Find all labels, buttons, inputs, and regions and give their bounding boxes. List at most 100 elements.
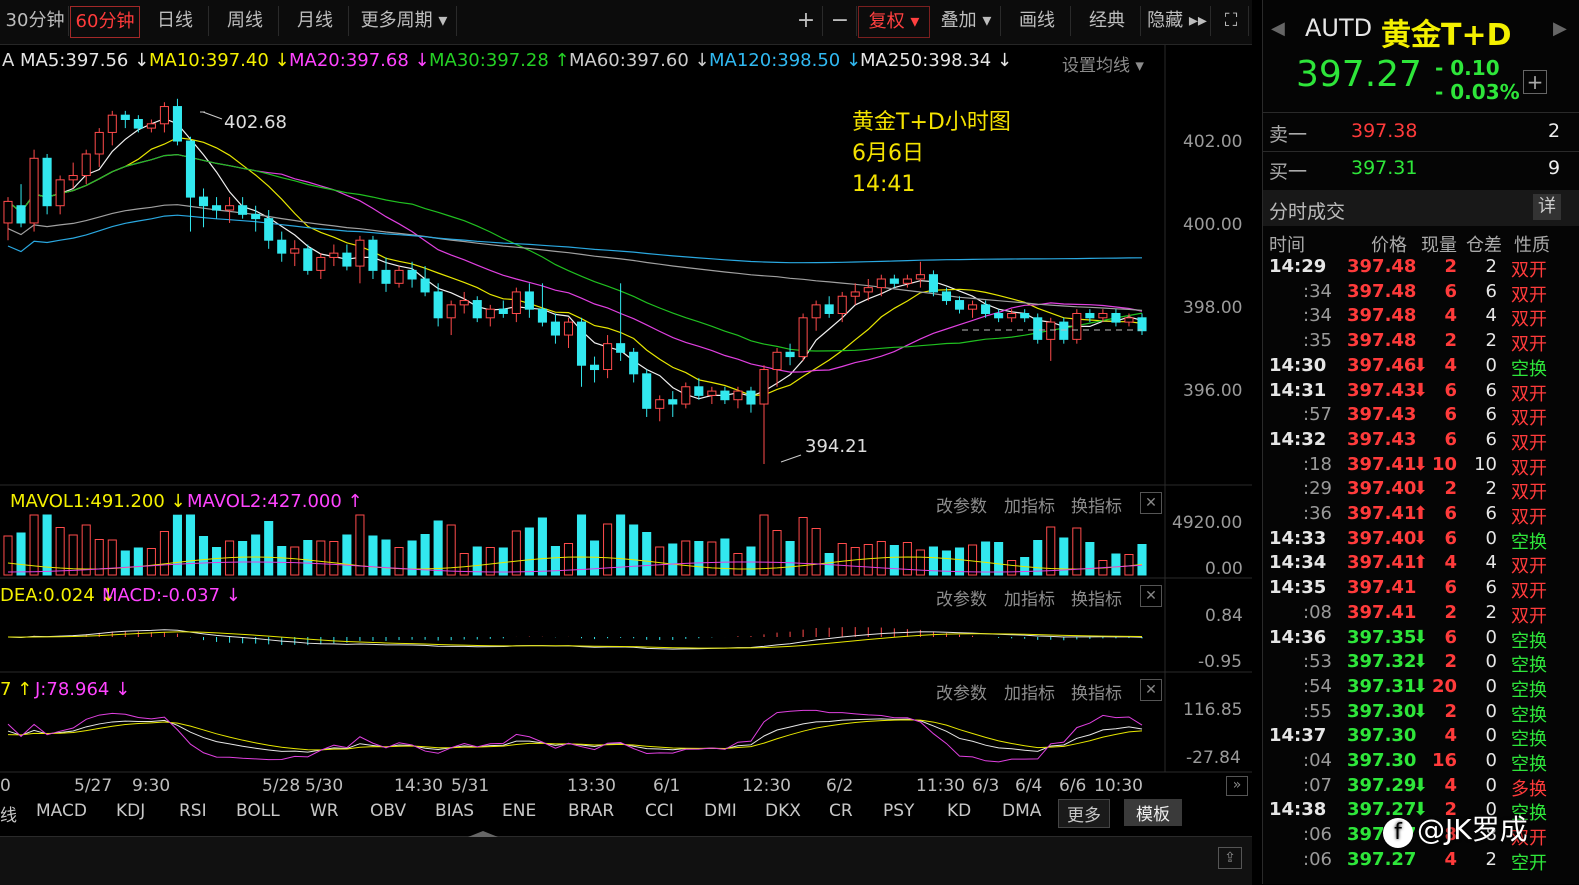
period-month-button[interactable]: 月线 xyxy=(282,6,349,36)
trade-price: 397.43 xyxy=(1347,404,1417,426)
tab-obv[interactable]: OBV xyxy=(370,801,407,821)
candle xyxy=(889,274,899,288)
col-oi: 仓差 xyxy=(1466,235,1502,256)
ma20-label: MA20:397.68 ↓ xyxy=(289,50,430,71)
ma250-label: MA250:398.34 ↓ xyxy=(860,50,1013,71)
volume-bar xyxy=(1085,542,1095,576)
tab-macd[interactable]: MACD xyxy=(36,801,87,821)
candle xyxy=(563,317,574,348)
hide-button[interactable]: 隐藏 ▸▸ xyxy=(1144,6,1211,36)
candle xyxy=(798,313,808,361)
volume-bar xyxy=(681,540,691,576)
candle xyxy=(277,231,287,262)
tab-boll[interactable]: BOLL xyxy=(236,801,280,821)
tab-psy[interactable]: PSY xyxy=(883,801,915,821)
tab-dma[interactable]: DMA xyxy=(1002,801,1042,821)
trade-time: 14:35 xyxy=(1269,577,1327,599)
volume-bar xyxy=(550,546,560,576)
add-indicator-button[interactable]: 加指标 xyxy=(1004,497,1055,517)
candle xyxy=(290,240,300,267)
trade-qty: 4 xyxy=(1444,725,1457,747)
draw-line-button[interactable]: 画线 xyxy=(1004,6,1071,36)
tab-cci[interactable]: CCI xyxy=(645,801,674,821)
volume-bar xyxy=(68,534,78,576)
candle xyxy=(590,356,600,383)
tab-line[interactable]: 线 xyxy=(0,806,17,826)
trades-detail-button[interactable]: 详 xyxy=(1533,194,1561,220)
period-day-button[interactable]: 日线 xyxy=(142,6,209,36)
trade-row: :34 397.48 4 4 双开 xyxy=(1263,305,1579,330)
splitter-handle-icon[interactable] xyxy=(468,831,498,837)
close-pane-icon[interactable]: ✕ xyxy=(1140,679,1162,701)
trade-oi: 4 xyxy=(1485,552,1497,574)
volume-bar xyxy=(3,535,13,576)
tab-kd[interactable]: KD xyxy=(947,801,972,821)
volume-bar xyxy=(954,547,965,576)
zoom-in-button[interactable]: + xyxy=(790,6,823,36)
tab-rsi[interactable]: RSI xyxy=(179,801,207,821)
tab-dmi[interactable]: DMI xyxy=(704,801,737,821)
add-indicator-button[interactable]: 加指标 xyxy=(1004,684,1055,704)
tab-bias[interactable]: BIAS xyxy=(435,801,475,821)
volume-bar xyxy=(368,535,378,576)
candle xyxy=(537,283,547,327)
trade-row: :57 397.43 6 6 双开 xyxy=(1263,404,1579,429)
trade-oi: 8 xyxy=(1485,824,1497,846)
add-indicator-button[interactable]: 加指标 xyxy=(1004,590,1055,610)
tab-cr[interactable]: CR xyxy=(829,801,853,821)
volume-bar xyxy=(941,550,952,576)
switch-indicator-button[interactable]: 换指标 xyxy=(1071,497,1122,517)
tab-dkx[interactable]: DKX xyxy=(765,801,801,821)
expand-icon[interactable]: ⇪ xyxy=(1218,847,1242,869)
scroll-right-icon[interactable]: » xyxy=(1226,776,1248,796)
candle xyxy=(1124,313,1134,327)
tab-kdj[interactable]: KDJ xyxy=(116,801,146,821)
tab-ene[interactable]: ENE xyxy=(502,801,537,821)
trade-time: :36 xyxy=(1303,503,1332,524)
trade-row: :36 397.41 ⬆ 6 6 双开 xyxy=(1263,503,1579,528)
time-tick: 9:30 xyxy=(132,776,171,796)
add-watchlist-icon[interactable]: + xyxy=(1523,70,1547,94)
annotation-time: 14:41 xyxy=(852,172,916,197)
candlestick-chart xyxy=(0,45,1252,773)
more-indicators-button[interactable]: 更多 xyxy=(1058,799,1110,828)
candle xyxy=(524,283,534,318)
period-week-button[interactable]: 周线 xyxy=(212,6,279,36)
fullscreen-icon[interactable]: ⛶ xyxy=(1214,6,1249,36)
trade-arrow: ⬇ xyxy=(1413,675,1429,697)
volume-bar xyxy=(915,549,925,576)
fuquan-dropdown[interactable]: 复权 ▾ xyxy=(858,6,930,38)
change-params-button[interactable]: 改参数 xyxy=(936,590,987,610)
change-params-button[interactable]: 改参数 xyxy=(936,684,987,704)
close-pane-icon[interactable]: ✕ xyxy=(1140,585,1162,607)
tab-wr[interactable]: WR xyxy=(310,801,339,821)
trade-price: 397.41 xyxy=(1347,552,1417,574)
classic-button[interactable]: 经典 xyxy=(1074,6,1141,36)
tab-brar[interactable]: BRAR xyxy=(568,801,615,821)
ma-settings-button[interactable]: 设置均线 ▾ xyxy=(1062,56,1144,76)
candle xyxy=(68,162,78,189)
overlay-dropdown[interactable]: 叠加 ▾ xyxy=(932,6,1001,36)
period-60min-button[interactable]: 60分钟 xyxy=(70,6,140,38)
template-button[interactable]: 模板 xyxy=(1124,799,1182,826)
prev-symbol-icon[interactable]: ◀ xyxy=(1271,18,1285,39)
candle xyxy=(29,149,39,232)
time-tick: 5/27 xyxy=(74,776,113,796)
change-params-button[interactable]: 改参数 xyxy=(936,497,987,517)
close-pane-icon[interactable]: ✕ xyxy=(1140,492,1162,514)
trade-qty: 16 xyxy=(1431,750,1457,771)
next-symbol-icon[interactable]: ▶ xyxy=(1553,18,1567,39)
volume-bar xyxy=(159,531,169,576)
more-periods-dropdown[interactable]: 更多周期 ▾ xyxy=(352,6,457,36)
zoom-out-button[interactable]: − xyxy=(824,6,857,36)
switch-indicator-button[interactable]: 换指标 xyxy=(1071,590,1122,610)
candle xyxy=(550,313,560,344)
switch-indicator-button[interactable]: 换指标 xyxy=(1071,684,1122,704)
candle xyxy=(407,261,417,288)
volume-bar xyxy=(238,541,248,576)
trade-arrow: ⬇ xyxy=(1413,453,1429,475)
period-30min-button[interactable]: 30分钟 xyxy=(2,6,69,36)
candle xyxy=(968,300,978,318)
volume-bar xyxy=(1137,544,1147,576)
candle xyxy=(1046,317,1056,361)
